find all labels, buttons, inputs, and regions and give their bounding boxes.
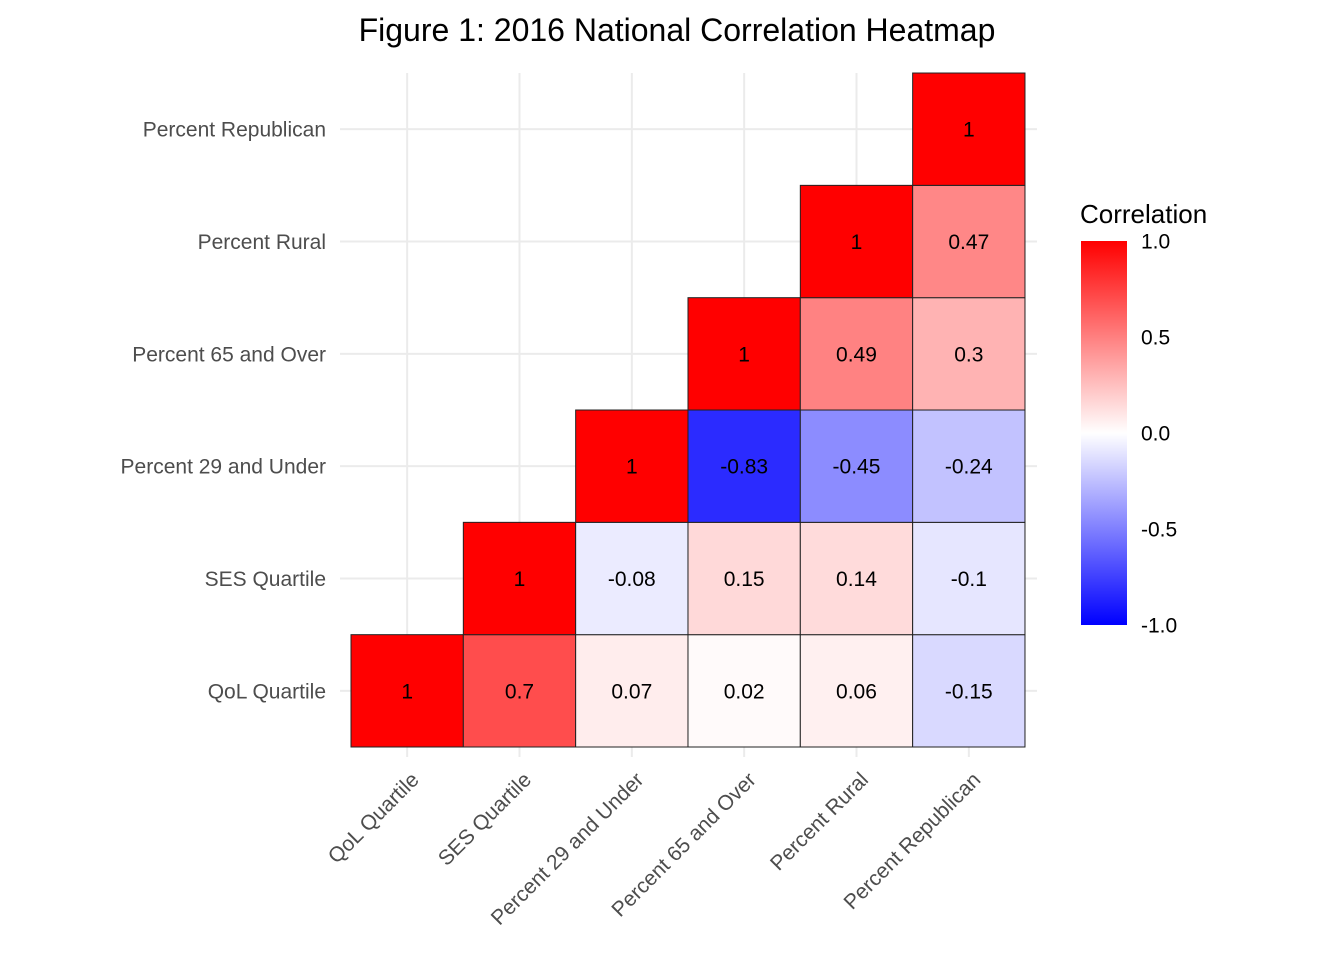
- legend-colorbar: [1081, 241, 1127, 625]
- y-tick-label-percent-29-and-under: Percent 29 and Under: [121, 456, 326, 479]
- chart-title: Figure 1: 2016 National Correlation Heat…: [359, 12, 996, 48]
- cell-value-label: 1: [963, 119, 975, 142]
- y-tick-label-percent-65-and-over: Percent 65 and Over: [132, 343, 326, 366]
- cell-value-label: 1: [514, 568, 526, 591]
- y-tick-label-ses-quartile: SES Quartile: [205, 568, 326, 591]
- heatmap-cell-percent-rural-ses-quartile: [799, 521, 914, 636]
- heatmap-cell-percent-republican-percent-29-and-under: [912, 409, 1026, 523]
- cell-value-label: 0.49: [836, 343, 877, 366]
- cell-value-label: 0.7: [505, 680, 534, 703]
- cell-value-label: 1: [851, 231, 863, 254]
- heatmap-cell-percent-republican-qol-quartile: [912, 634, 1026, 748]
- cell-value-label: -0.15: [945, 680, 993, 703]
- y-axis: QoL Quartile SES Quartile Percent 29 and U…: [121, 119, 326, 704]
- legend: Correlation 1.0 0.5 0.0 -0.5 -1.0: [1080, 199, 1207, 638]
- heatmap-cell-percent-29-and-under-percent-29-and-under: [575, 409, 689, 523]
- heatmap-cell-percent-republican-ses-quartile: [912, 521, 1026, 636]
- heatmap-cell-qol-quartile-qol-quartile: [350, 634, 464, 748]
- cell-value-label: 0.02: [724, 680, 765, 703]
- x-tick-label-percent-rural: Percent Rural: [766, 768, 873, 875]
- legend-ticks: 1.0 0.5 0.0 -0.5 -1.0: [1141, 231, 1177, 638]
- legend-tick-label: -0.5: [1141, 519, 1177, 542]
- heatmap-cell-percent-rural-qol-quartile: [799, 634, 914, 748]
- heatmap-cell-percent-rural-percent-29-and-under: [799, 409, 914, 523]
- heatmap-cell-percent-29-and-under-ses-quartile: [575, 521, 689, 636]
- cell-value-label: 0.3: [954, 343, 983, 366]
- cell-value-label: -0.83: [720, 456, 768, 479]
- cell-value-label: 0.07: [611, 680, 652, 703]
- cell-value-label: 1: [626, 456, 638, 479]
- heatmap-cell-percent-rural-percent-65-and-over: [799, 297, 914, 411]
- heatmap-cell-percent-republican-percent-rural: [912, 184, 1026, 299]
- cell-value-label: -0.1: [951, 568, 987, 591]
- cell-value-label: 0.06: [836, 680, 877, 703]
- heatmap-cell-ses-quartile-ses-quartile: [462, 521, 577, 636]
- cell-value-label: -0.08: [608, 568, 656, 591]
- x-tick-label-ses-quartile: SES Quartile: [434, 768, 536, 870]
- y-tick-label-qol-quartile: QoL Quartile: [208, 680, 326, 703]
- heatmap-cell-percent-republican-percent-65-and-over: [912, 297, 1026, 411]
- cell-value-label: 1: [401, 680, 413, 703]
- legend-tick-label: 0.5: [1141, 327, 1170, 350]
- y-tick-label-percent-rural: Percent Rural: [198, 231, 326, 254]
- heatmap-cell-ses-quartile-qol-quartile: [462, 634, 577, 748]
- cell-value-label: 1: [738, 343, 750, 366]
- legend-tick-label: -1.0: [1141, 615, 1177, 638]
- heatmap-cell-percent-rural-percent-rural: [799, 184, 914, 299]
- legend-title: Correlation: [1080, 199, 1207, 229]
- heatmap-cells: [350, 72, 1026, 748]
- heatmap-cell-labels: 1 0.7 0.07 0.02 0.06 -0.15 1 -0.08 0.15 0.14 -0.1 1…: [401, 119, 993, 704]
- cell-value-label: 0.15: [724, 568, 765, 591]
- cell-value-label: -0.24: [945, 456, 993, 479]
- cell-value-label: -0.45: [833, 456, 881, 479]
- legend-tick-label: 1.0: [1141, 231, 1170, 254]
- heatmap-cell-percent-65-and-over-percent-65-and-over: [687, 297, 801, 411]
- heatmap-cell-percent-65-and-over-percent-29-and-under: [687, 409, 801, 523]
- x-tick-label-qol-quartile: QoL Quartile: [324, 768, 424, 868]
- y-tick-label-percent-republican: Percent Republican: [143, 119, 326, 142]
- cell-value-label: 0.14: [836, 568, 877, 591]
- legend-tick-label: 0.0: [1141, 423, 1170, 446]
- cell-value-label: 0.47: [948, 231, 989, 254]
- heatmap-cell-percent-republican-percent-republican: [912, 72, 1026, 186]
